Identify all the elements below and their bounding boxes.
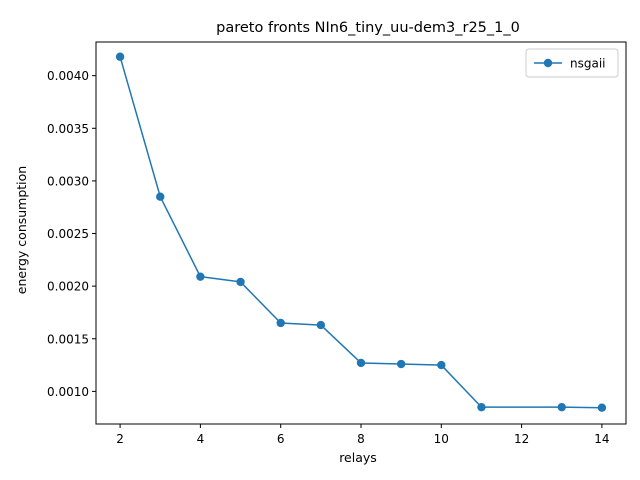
legend: nsgaii [525,48,619,78]
data-point [236,277,245,287]
data-point [396,359,406,369]
x-tick-label: 14 [594,432,609,446]
data-point [557,402,566,412]
x-axis-label: relays [339,450,377,465]
y-tick-label: 0.0030 [47,174,89,188]
data-point [196,272,205,281]
y-tick-label: 0.0010 [47,385,89,399]
series-line-nsgaii [119,56,602,409]
legend-marker [543,58,553,68]
y-tick-label: 0.0035 [47,122,89,136]
plot-frame [95,41,627,425]
data-point [276,318,285,328]
data-point [316,320,326,330]
legend-box [525,48,619,78]
y-axis-label: energy consumption [14,166,29,294]
y-tick-label: 0.0015 [47,332,89,346]
data-point [115,52,125,61]
y-tick-label: 0.0020 [47,280,89,294]
data-point [477,402,486,412]
chart-title: pareto fronts NIn6_tiny_uu-dem3_r25_1_0 [216,20,520,36]
x-tick-label: 6 [277,432,285,446]
x-tick-label: 2 [116,432,124,446]
data-point [356,358,366,368]
data-point [597,403,607,412]
y-tick-label: 0.0025 [47,227,89,241]
y-tick-label: 0.0040 [47,69,89,83]
x-tick-label: 12 [514,432,529,446]
data-point [437,360,446,370]
data-point [156,192,165,201]
x-tick-label: 10 [434,432,449,446]
x-tick-label: 8 [357,432,365,446]
legend-label: nsgaii [570,57,606,71]
x-tick-label: 4 [197,432,205,446]
